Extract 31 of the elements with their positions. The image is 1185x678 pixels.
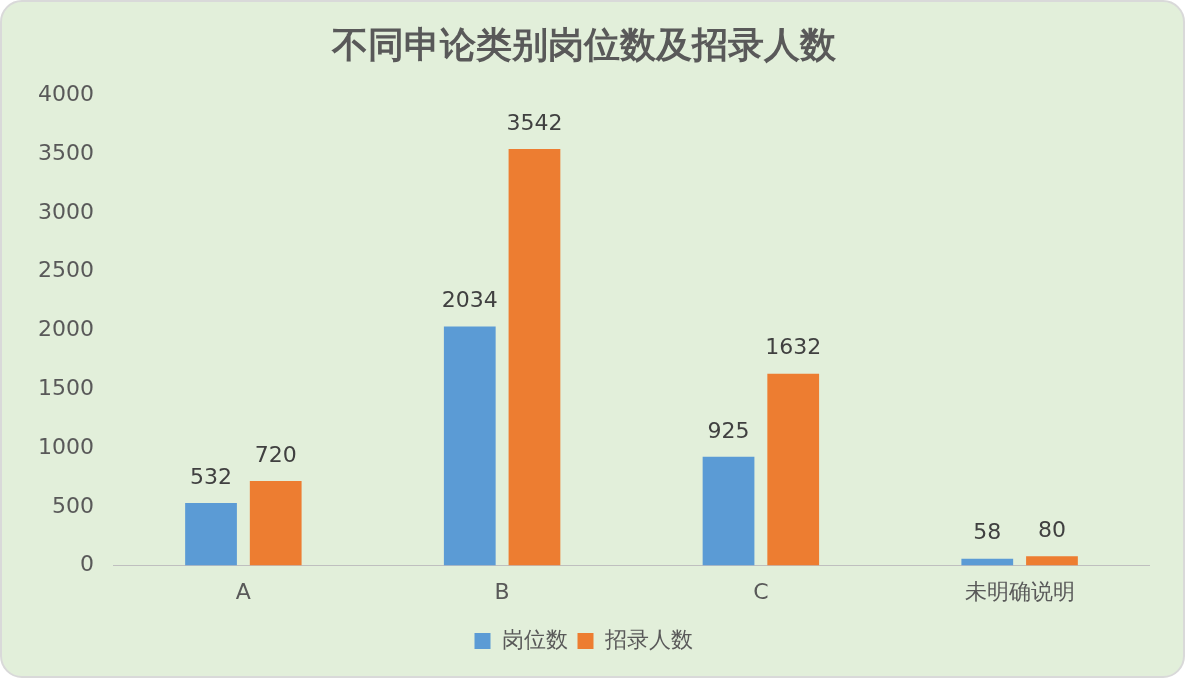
data-label: 925: [707, 417, 750, 443]
data-label: 80: [1037, 516, 1066, 542]
data-label: 532: [190, 463, 233, 489]
data-label: 1632: [765, 334, 822, 360]
bar: [1026, 556, 1078, 566]
data-label: 2034: [441, 287, 498, 313]
y-tick-label: 1500: [37, 374, 94, 400]
x-tick-label: A: [235, 578, 251, 604]
x-tick-label: C: [753, 578, 769, 604]
chart-title: 不同申论类别岗位数及招录人数: [330, 23, 837, 65]
y-tick-label: 2000: [37, 316, 94, 342]
bar: [185, 503, 237, 566]
y-tick-label: 3000: [37, 198, 94, 224]
bar: [702, 456, 755, 566]
bar: [443, 326, 496, 566]
legend-label: 岗位数: [501, 626, 568, 652]
x-tick-label: 未明确说明: [964, 578, 1075, 604]
data-label: 58: [973, 519, 1002, 545]
bar: [249, 480, 302, 566]
y-tick-label: 4000: [37, 80, 94, 106]
bar: [767, 373, 820, 566]
y-tick-label: 1000: [37, 433, 94, 459]
x-tick-label: B: [494, 578, 510, 604]
legend-label: 招录人数: [603, 626, 693, 652]
y-tick-label: 2500: [37, 257, 94, 283]
y-tick-label: 500: [51, 492, 94, 518]
y-tick-label: 0: [79, 551, 94, 577]
bar: [508, 149, 561, 566]
data-label: 720: [254, 441, 297, 467]
y-tick-label: 3500: [37, 139, 94, 165]
data-label: 3542: [506, 109, 563, 135]
